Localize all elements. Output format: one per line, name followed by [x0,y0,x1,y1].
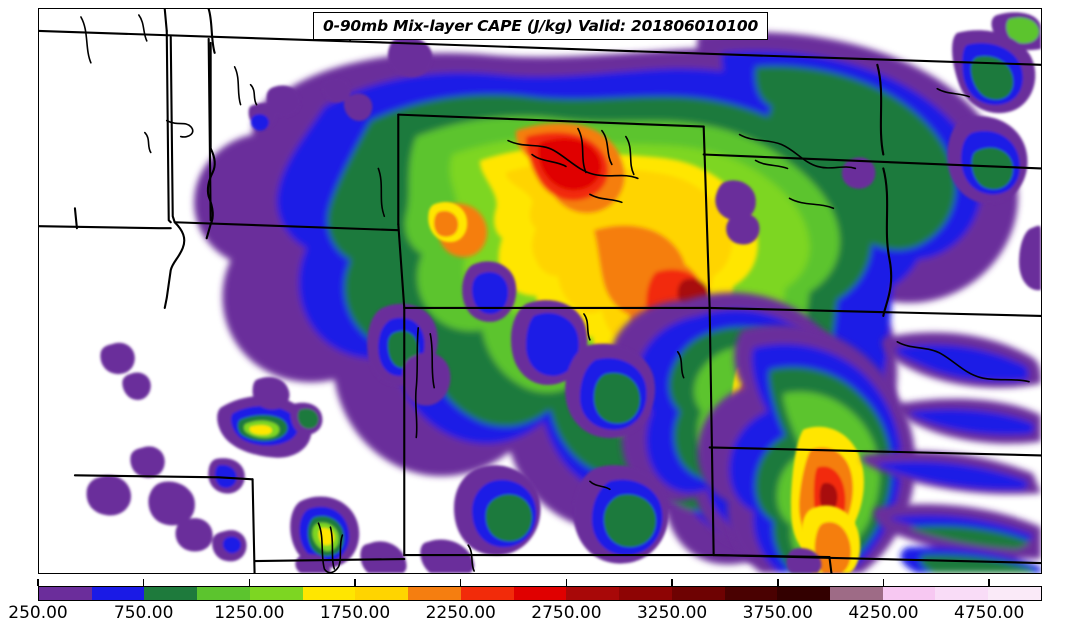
colorbar-tick [777,579,779,586]
colorbar-segment [724,587,778,600]
colorbar-segment [355,587,409,600]
colorbar-tick [988,579,990,586]
colorbar-segment [302,587,356,600]
colorbar-tick-label: 4250.00 [848,603,919,623]
map-plot-area [38,8,1042,574]
colorbar-tick-label: 2250.00 [425,603,496,623]
colorbar-tick [37,579,39,586]
colorbar-ticks [37,579,1042,586]
colorbar-segment [830,587,883,600]
colorbar-segment [988,587,1041,600]
colorbar-segment [460,587,514,600]
colorbar-tick-label: 250.00 [8,603,68,623]
colorbar-segment [777,587,831,600]
colorbar-segment [39,587,92,600]
colorbar-tick-label: 1250.00 [214,603,285,623]
colorbar-tick [354,579,356,586]
colorbar-segment [882,587,936,600]
colorbar-tick-label: 750.00 [113,603,174,623]
plot-title-box: 0-90mb Mix-layer CAPE (J/kg) Valid: 2018… [313,12,769,40]
colorbar-segment [619,587,672,600]
colorbar-tick [459,579,462,586]
rivers-and-lakes [80,14,1030,573]
eastern-plains-scatter [861,332,1041,573]
colorbar-segment [91,587,145,600]
colorbar-tick [671,579,673,586]
colorbar-segment [566,587,620,600]
colorbar [37,579,1042,601]
colorbar-segment [197,587,250,600]
colorbar-tick-label: 3750.00 [742,603,813,623]
colorbar-segment [513,587,567,600]
colorbar-segment [671,587,725,600]
north-edge-cells [947,12,1041,291]
colorbar-segment [408,587,461,600]
cape-contour-field [39,9,1041,573]
colorbar-tick-label: 4750.00 [954,603,1025,623]
colorbar-segment [249,587,303,600]
colorbar-segment [935,587,989,600]
page-title: 0-90mb Mix-layer CAPE (J/kg) Valid: 2018… [323,17,759,35]
colorbar-tick-label: 2750.00 [531,603,602,623]
state-boundaries [39,9,1041,573]
northwest-streaks [428,201,468,243]
colorbar-tick [248,579,251,586]
colorbar-tick [565,579,568,586]
colorbar-tick-label: 3250.00 [636,603,708,623]
colorbar-tick [882,579,885,586]
colorbar-tick [142,579,145,586]
scattered-small-cells [86,36,876,573]
colorbar-tick-label: 1750.00 [319,603,391,623]
colorbar-tick-labels: 250.00 750.00 1250.00 1750.00 2250.00 2750.00… [0,603,1081,629]
colorbar-segment [144,587,198,600]
